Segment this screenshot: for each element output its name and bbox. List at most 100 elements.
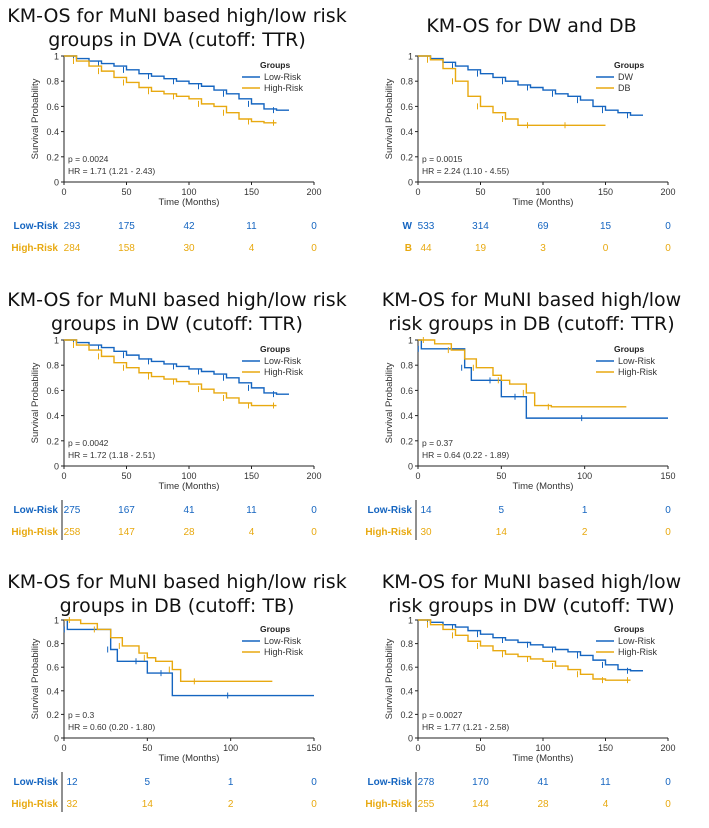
km-curve-high [418, 55, 606, 126]
y-tick-label: 0.4 [46, 411, 59, 421]
x-tick-label: 0 [415, 471, 420, 481]
chart-title-line1: KM-OS for DW and DB [426, 15, 637, 37]
risk-table-label: Low-Risk [14, 505, 59, 516]
x-tick-label: 150 [306, 743, 321, 753]
y-tick-label: 0.8 [400, 77, 413, 87]
y-tick-label: 0.4 [400, 686, 413, 696]
chart-title: KM-OS for MuNI based high/low risk group… [354, 288, 709, 336]
risk-table-label: W [403, 221, 413, 232]
x-tick-label: 150 [660, 471, 675, 481]
risk-table-count: 14 [420, 505, 432, 516]
hazard-ratio-text: HR = 2.24 (1.10 - 4.55) [422, 166, 509, 176]
y-axis-label: Survival Probability [30, 638, 41, 719]
km-curve-high [64, 55, 277, 124]
risk-table-count: 1 [228, 777, 234, 788]
legend-title: Groups [260, 344, 290, 354]
risk-table-count: 28 [183, 527, 195, 538]
y-tick-label: 0.4 [400, 411, 413, 421]
chart-title-line1: KM-OS for MuNI based high/low risk [7, 5, 347, 27]
risk-table-count: 293 [64, 221, 81, 232]
risk-table-count: 314 [472, 221, 489, 232]
legend-label: Low-Risk [264, 636, 302, 646]
risk-table-count: 11 [600, 777, 611, 788]
km-curve-high [418, 619, 631, 681]
risk-table-count: 30 [420, 527, 432, 538]
y-tick-label: 0 [408, 462, 413, 472]
x-tick-label: 200 [660, 743, 675, 753]
p-value-text: p = 0.0027 [422, 710, 463, 720]
risk-table-count: 15 [600, 221, 612, 232]
x-tick-label: 100 [535, 187, 550, 197]
y-tick-label: 0 [54, 734, 59, 744]
risk-table-count: 175 [118, 221, 135, 232]
y-tick-label: 0.6 [400, 663, 413, 673]
risk-table-label: Low-Risk [14, 221, 59, 232]
risk-table-count: 41 [537, 777, 549, 788]
chart-title-line2: risk groups in DW (cutoff: TW) [388, 595, 675, 617]
chart-title-line2: groups in DB (cutoff: TB) [59, 595, 295, 617]
risk-table-count: 42 [183, 221, 195, 232]
chart-title-line2: groups in DVA (cutoff: TTR) [48, 29, 306, 51]
x-tick-label: 50 [142, 743, 152, 753]
y-axis-label: Survival Probability [30, 78, 41, 159]
p-value-text: p = 0.3 [68, 710, 95, 720]
y-tick-label: 0.2 [400, 710, 413, 720]
p-value-text: p = 0.0024 [68, 154, 109, 164]
y-tick-label: 0.8 [400, 639, 413, 649]
risk-table-count: 255 [418, 799, 435, 810]
x-axis-label: Time (Months) [159, 753, 220, 764]
risk-table-count: 1 [582, 505, 588, 516]
x-tick-label: 150 [244, 471, 259, 481]
chart-title-line2: risk groups in DB (cutoff: TTR) [388, 313, 675, 335]
x-axis-label: Time (Months) [513, 481, 574, 492]
legend-title: Groups [614, 344, 644, 354]
y-axis-label: Survival Probability [30, 362, 41, 443]
x-tick-label: 100 [577, 471, 592, 481]
risk-table-label: High-Risk [365, 799, 412, 810]
risk-table-count: 11 [246, 505, 257, 516]
legend-label: High-Risk [264, 647, 304, 657]
y-tick-label: 0.2 [400, 152, 413, 162]
x-tick-label: 0 [61, 471, 66, 481]
y-tick-label: 0.2 [46, 436, 59, 446]
y-tick-label: 0.8 [46, 77, 59, 87]
p-value-text: p = 0.37 [422, 438, 453, 448]
risk-table-count: 19 [475, 243, 487, 254]
risk-table-count: 533 [418, 221, 435, 232]
risk-table-count: 284 [64, 243, 81, 254]
x-axis-label: Time (Months) [159, 197, 220, 208]
x-tick-label: 100 [181, 187, 196, 197]
km-plot-6: 0 0.2 0.4 0.6 0.8 1 0 50 100 150 200 Time (Months) S… [365, 616, 676, 812]
y-tick-label: 0.6 [46, 663, 59, 673]
y-tick-label: 0 [408, 734, 413, 744]
risk-table-label: Low-Risk [368, 505, 413, 516]
y-tick-label: 0 [54, 462, 59, 472]
risk-table-count: 44 [420, 243, 432, 254]
chart-title-line1: KM-OS for MuNI based high/low risk [7, 289, 347, 311]
y-tick-label: 0.4 [46, 127, 59, 137]
risk-table-label: High-Risk [11, 527, 58, 538]
hazard-ratio-text: HR = 1.77 (1.21 - 2.58) [422, 722, 509, 732]
risk-table-label: High-Risk [11, 799, 58, 810]
hazard-ratio-text: HR = 0.60 (0.20 - 1.80) [68, 722, 155, 732]
legend-title: Groups [260, 60, 290, 70]
y-axis-label: Survival Probability [384, 362, 395, 443]
km-curve-low [64, 619, 314, 697]
y-tick-label: 0.4 [400, 127, 413, 137]
risk-table-count: 147 [118, 527, 135, 538]
x-tick-label: 200 [660, 187, 675, 197]
legend-label: Low-Risk [264, 356, 302, 366]
chart-title-line1: KM-OS for MuNI based high/low [381, 571, 682, 593]
risk-table-count: 0 [665, 777, 671, 788]
risk-table-count: 170 [472, 777, 489, 788]
risk-table-count: 0 [311, 777, 317, 788]
legend-label: High-Risk [618, 647, 658, 657]
legend-label: DW [618, 72, 633, 82]
risk-table-label: Low-Risk [14, 777, 59, 788]
risk-table-label: Low-Risk [368, 777, 413, 788]
risk-table-count: 0 [311, 243, 317, 254]
risk-table-count: 158 [118, 243, 135, 254]
